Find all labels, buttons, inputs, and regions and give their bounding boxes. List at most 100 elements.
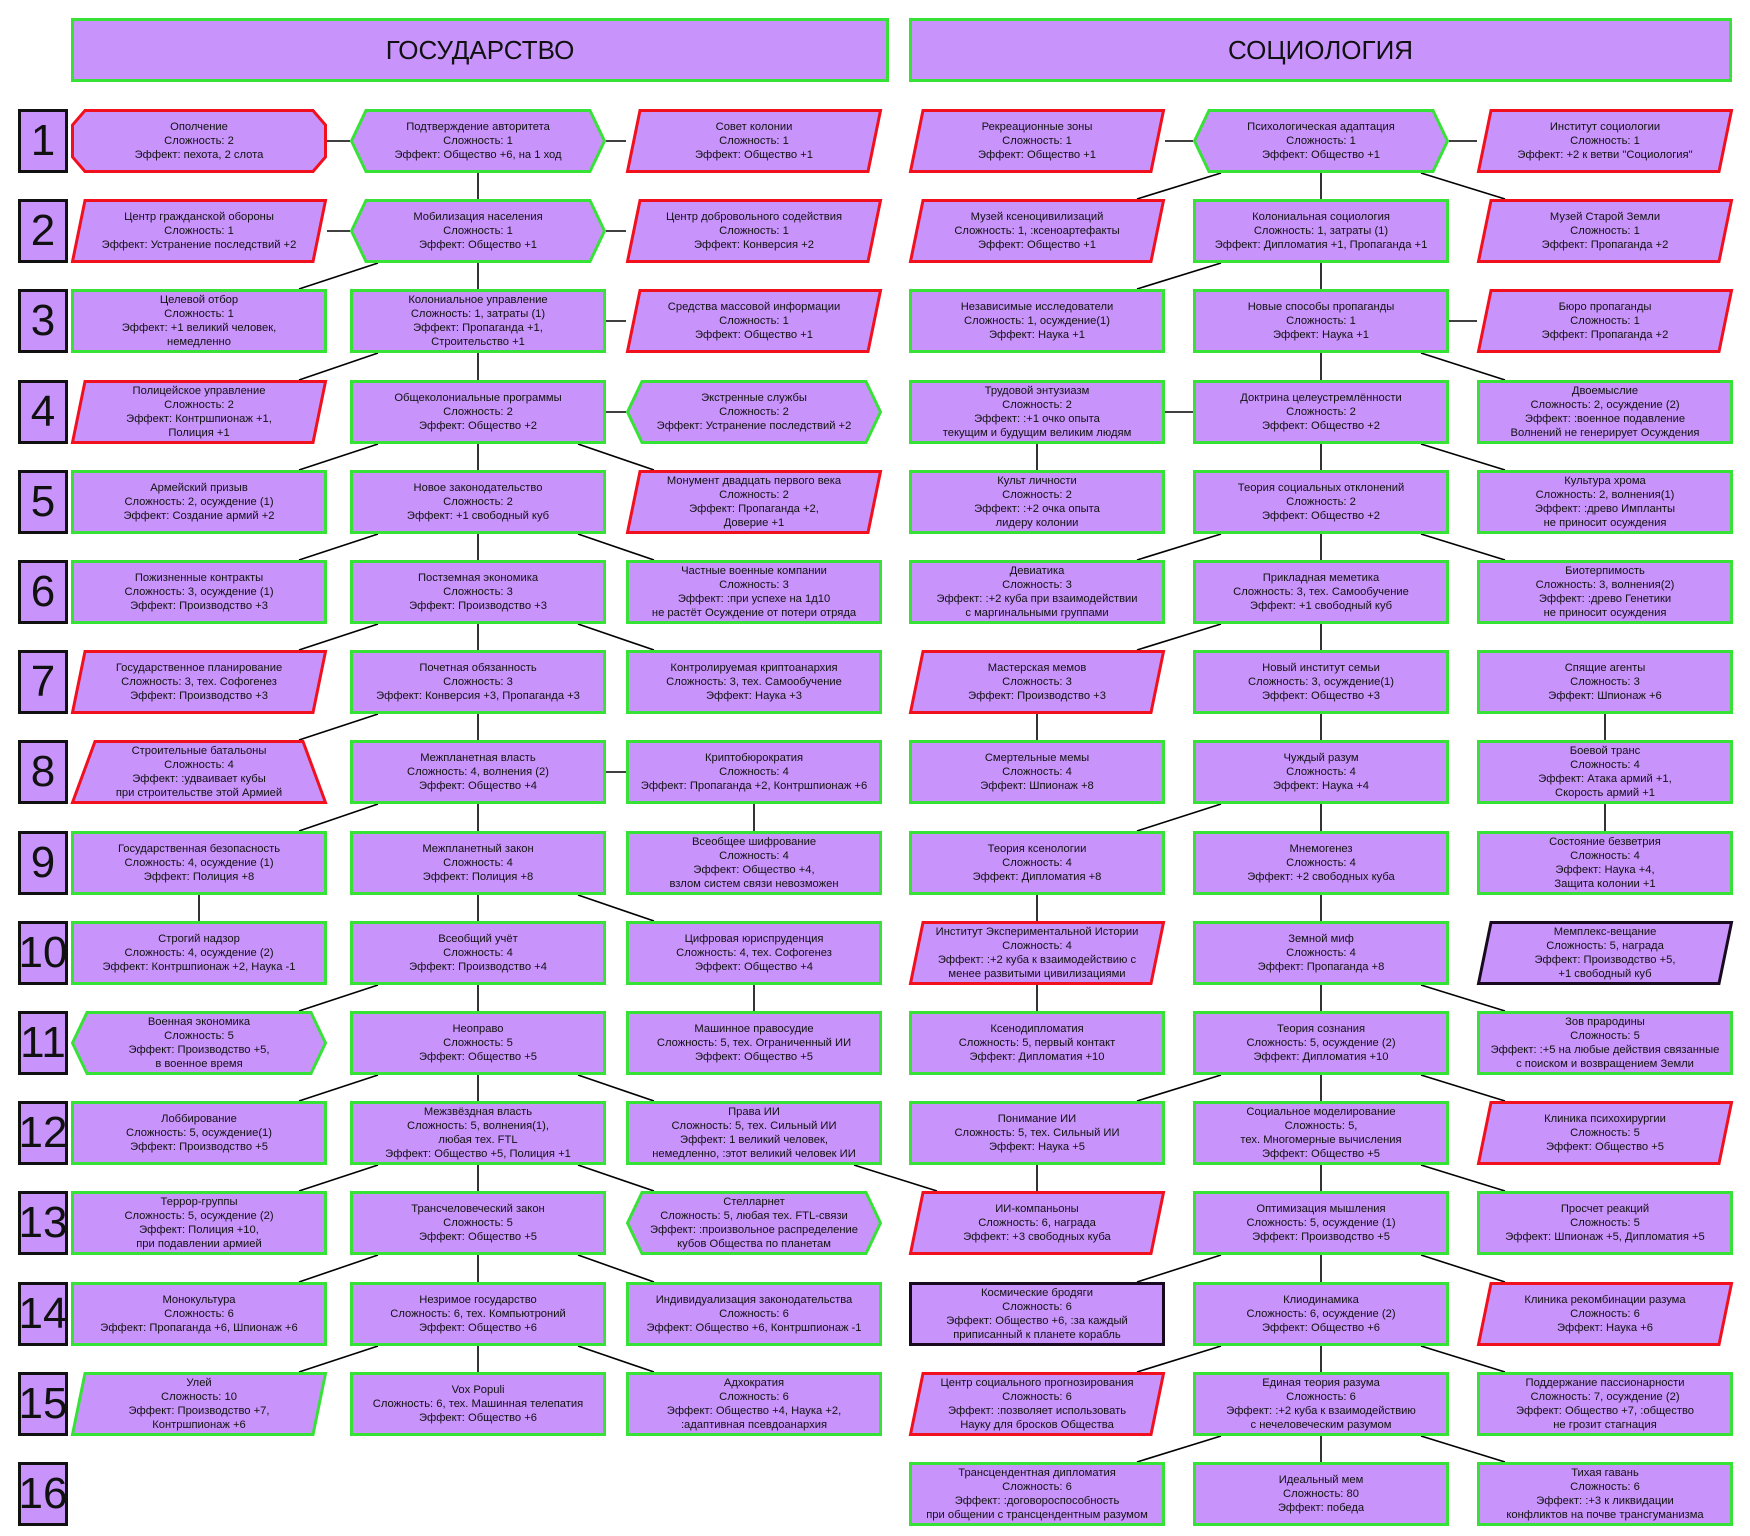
tech-node-b9c[interactable]: Состояние безветрия Сложность: 4 Эффект: Н… [1477,831,1733,895]
tech-node-a11c[interactable]: Машинное правосудие Сложность: 5, тех. Ог… [626,1011,882,1075]
tech-node-a9b[interactable]: Межпланетный закон Сложность: 4 Эффект: По… [350,831,606,895]
tech-node-b11b[interactable]: Теория сознания Сложность: 5, осуждение (… [1193,1011,1449,1075]
tech-node-a10c[interactable]: Цифровая юриспруденция Сложность: 4, тех.… [626,921,882,985]
tech-node-title: Целевой отбор [159,294,239,306]
tech-node-a8a[interactable]: Строительные батальоны Сложность: 4 Эффект… [70,740,328,804]
tech-node-b14b[interactable]: Клиодинамика Сложность: 6, осуждение (2) Э… [1193,1282,1449,1346]
tech-node-b12c[interactable]: Клиника психохирургии Сложность: 5 Эффект:… [1476,1101,1734,1165]
tech-node-b9b[interactable]: Мнемогенез Сложность: 4 Эффект: +2 свободн… [1193,831,1449,895]
tech-node-b15a[interactable]: Центр социального прогнозирования Сложнос… [908,1372,1166,1436]
tech-node-title: Биотерпимость [1565,565,1645,577]
tech-node-b14c[interactable]: Клиника рекомбинации разума Сложность: 6 Э… [1476,1282,1734,1346]
tech-node-a2a[interactable]: Центр гражданской обороны Сложность: 1 Эфф… [70,199,328,263]
tech-node-b5a[interactable]: Культ личности Сложность: 2 Эффект: :+2 оч… [909,470,1165,534]
tech-node-b13c[interactable]: Просчет реакций Сложность: 5 Эффект: Шпион… [1477,1191,1733,1255]
tech-node-a5c[interactable]: Монумент двадцать первого века Сложность:… [625,470,883,534]
tech-node-b7b[interactable]: Новый институт семьи Сложность: 3, осужде… [1193,650,1449,714]
tech-node-title: Психологическая адаптация [1247,121,1395,133]
tech-node-b2c[interactable]: Музей Старой Земли Сложность: 1 Эффект: Пр… [1476,199,1734,263]
tech-node-title: Девиатика [1009,565,1065,577]
tech-node-a15c[interactable]: Адхократия Сложность: 6 Эффект: Общество +… [626,1372,882,1436]
tech-node-a4c[interactable]: Экстренные службы Сложность: 2 Эффект: Уст… [625,380,883,444]
tech-node-b16b[interactable]: Идеальный мем Сложность: 80 Эффект: победа [1193,1462,1449,1526]
tech-node-b2a[interactable]: Музей ксеноцивилизаций Сложность: 1, :ксе… [908,199,1166,263]
tech-node-a10b[interactable]: Всеобщий учёт Сложность: 4 Эффект: Произво… [350,921,606,985]
tech-node-a11b[interactable]: Неоправо Сложность: 5 Эффект: Общество +5 [350,1011,606,1075]
tech-node-b6a[interactable]: Девиатика Сложность: 3 Эффект: :+2 куба пр… [909,560,1165,624]
tech-node-a1b[interactable]: Подтверждение авторитета Сложность: 1 Эффе… [349,109,607,173]
tech-node-a3b[interactable]: Колониальное управление Сложность: 1, зат… [350,289,606,353]
tech-node-a5b[interactable]: Новое законодательство Сложность: 2 Эффект… [350,470,606,534]
tech-node-a11a[interactable]: Военная экономика Сложность: 5 Эффект: Про… [70,1011,328,1075]
tech-node-a9a[interactable]: Государственная безопасность Сложность: 4… [71,831,327,895]
tech-node-b12a[interactable]: Понимание ИИ Сложность: 5, тех. Сильный И… [909,1101,1165,1165]
tech-node-b16a[interactable]: Трансцендентная дипломатия Сложность: 6 Эф… [909,1462,1165,1526]
tech-node-a7b[interactable]: Почетная обязанность Сложность: 3 Эффект: … [350,650,606,714]
tech-node-a7c[interactable]: Контролируемая криптоанархия Сложность: 3… [626,650,882,714]
tech-node-b13a[interactable]: ИИ-компаньоны Сложность: 6, награда Эффект… [908,1191,1166,1255]
tech-node-b7a[interactable]: Мастерская мемов Сложность: 3 Эффект: Прои… [908,650,1166,714]
tech-node-b4a[interactable]: Трудовой энтузиазм Сложность: 2 Эффект: :+… [909,380,1165,444]
tech-node-a15b[interactable]: Vox Populi Сложность: 6, тех. Машинная те… [350,1372,606,1436]
tech-node-b16c[interactable]: Тихая гавань Сложность: 6 Эффект: :+3 к ли… [1477,1462,1733,1526]
tech-node-a9c[interactable]: Всеобщее шифрование Сложность: 4 Эффект: О… [626,831,882,895]
tech-node-a6a[interactable]: Пожизненные контракты Сложность: 3, осужд… [71,560,327,624]
tech-node-a15a[interactable]: Улей Сложность: 10 Эффект: Производство +7… [70,1372,328,1436]
tech-node-b14a[interactable]: Космические бродяги Сложность: 6 Эффект: О… [909,1282,1165,1346]
tech-node-text: Межзвёздная власть Сложность: 5, волнения… [350,1101,606,1165]
tech-node-b12b[interactable]: Социальное моделирование Сложность: 5, тех… [1193,1101,1449,1165]
tech-node-b3a[interactable]: Независимые исследователи Сложность: 1, о… [909,289,1165,353]
tech-node-b13b[interactable]: Оптимизация мышления Сложность: 5, осужде… [1193,1191,1449,1255]
tech-node-b7c[interactable]: Спящие агенты Сложность: 3 Эффект: Шпионаж… [1477,650,1733,714]
tech-node-a12b[interactable]: Межзвёздная власть Сложность: 5, волнения… [350,1101,606,1165]
tech-node-b8a[interactable]: Смертельные мемы Сложность: 4 Эффект: Шпио… [909,740,1165,804]
tech-node-b10b[interactable]: Земной миф Сложность: 4 Эффект: Пропаганда… [1193,921,1449,985]
tech-node-b4c[interactable]: Двоемыслие Сложность: 2, осуждение (2) Эфф… [1477,380,1733,444]
tech-node-a3c[interactable]: Средства массовой информации Сложность: 1… [625,289,883,353]
tech-node-a2c[interactable]: Центр добровольного содействия Сложность:… [625,199,883,263]
tech-node-b8c[interactable]: Боевой транс Сложность: 4 Эффект: Атака ар… [1477,740,1733,804]
tech-node-b8b[interactable]: Чуждый разум Сложность: 4 Эффект: Наука +4 [1193,740,1449,804]
tech-node-b2b[interactable]: Колониальная социология Сложность: 1, зат… [1193,199,1449,263]
tech-node-a14a[interactable]: Монокультура Сложность: 6 Эффект: Пропаган… [71,1282,327,1346]
tech-node-b11a[interactable]: Ксенодипломатия Сложность: 5, первый конт… [909,1011,1165,1075]
tech-node-outline [625,199,883,263]
tech-node-a8b[interactable]: Межпланетная власть Сложность: 4, волнени… [350,740,606,804]
tech-node-b3c[interactable]: Бюро пропаганды Сложность: 1 Эффект: Пропа… [1476,289,1734,353]
tech-node-a2b[interactable]: Мобилизация населения Сложность: 1 Эффект:… [349,199,607,263]
tech-node-b9a[interactable]: Теория ксенологии Сложность: 4 Эффект: Дип… [909,831,1165,895]
tech-node-a12c[interactable]: Права ИИ Сложность: 5, тех. Сильный ИИ Эфф… [626,1101,882,1165]
tech-node-a8c[interactable]: Криптобюрократия Сложность: 4 Эффект: Проп… [626,740,882,804]
tech-node-b5b[interactable]: Теория социальных отклонений Сложность: 2… [1193,470,1449,534]
tech-node-a13a[interactable]: Террор-группы Сложность: 5, осуждение (2)… [71,1191,327,1255]
tech-node-a10a[interactable]: Строгий надзор Сложность: 4, осуждение (2… [71,921,327,985]
tech-node-a3a[interactable]: Целевой отбор Сложность: 1 Эффект: +1 вели… [71,289,327,353]
tech-node-a13b[interactable]: Трансчеловеческий закон Сложность: 5 Эффек… [350,1191,606,1255]
tech-node-a1a[interactable]: Ополчение Сложность: 2 Эффект: пехота, 2 с… [71,109,327,173]
tech-node-a14c[interactable]: Индивидуализация законодательства Сложнос… [626,1282,882,1346]
tech-node-b10c[interactable]: Мемплекс-вещание Сложность: 5, награда Эфф… [1476,921,1734,985]
tech-node-b1b[interactable]: Психологическая адаптация Сложность: 1 Эфф… [1192,109,1450,173]
tech-node-a6c[interactable]: Частные военные компании Сложность: 3 Эффе… [626,560,882,624]
tech-node-b3b[interactable]: Новые способы пропаганды Сложность: 1 Эффе… [1193,289,1449,353]
tech-node-a1c[interactable]: Совет колонии Сложность: 1 Эффект: Обществ… [625,109,883,173]
tech-node-b11c[interactable]: Зов прародины Сложность: 5 Эффект: :+5 на … [1477,1011,1733,1075]
tech-node-a4b[interactable]: Общеколониальные программы Сложность: 2 Эф… [350,380,606,444]
tech-node-b6b[interactable]: Прикладная меметика Сложность: 3, тех. Са… [1193,560,1449,624]
tech-node-a6b[interactable]: Постземная экономика Сложность: 3 Эффект: … [350,560,606,624]
tech-node-b15b[interactable]: Единая теория разума Сложность: 6 Эффект: … [1193,1372,1449,1436]
tech-node-line: Сложность: 2 [443,406,513,418]
tech-node-a13c[interactable]: Стелларнет Сложность: 5, любая тех. FTL-с… [625,1191,883,1255]
tech-node-a14b[interactable]: Незримое государство Сложность: 6, тех. К… [350,1282,606,1346]
tech-node-b5c[interactable]: Культура хрома Сложность: 2, волнения(1) Э… [1477,470,1733,534]
tech-node-a4a[interactable]: Полицейское управление Сложность: 2 Эффект… [70,380,328,444]
tech-node-a5a[interactable]: Армейский призыв Сложность: 2, осуждение … [71,470,327,534]
tech-node-b15c[interactable]: Поддержание пассионарности Сложность: 7, … [1477,1372,1733,1436]
tech-node-a12a[interactable]: Лоббирование Сложность: 5, осуждение(1) Эф… [71,1101,327,1165]
tech-node-b1c[interactable]: Институт социологии Сложность: 1 Эффект: +… [1476,109,1734,173]
tech-node-b1a[interactable]: Рекреационные зоны Сложность: 1 Эффект: Об… [908,109,1166,173]
tech-node-a7a[interactable]: Государственное планирование Сложность: 3… [70,650,328,714]
tech-node-b6c[interactable]: Биотерпимость Сложность: 3, волнения(2) Эф… [1477,560,1733,624]
tech-node-b4b[interactable]: Доктрина целеустремлённости Сложность: 2 Э… [1193,380,1449,444]
tech-node-b10a[interactable]: Институт Экспериментальной Истории Сложно… [908,921,1166,985]
